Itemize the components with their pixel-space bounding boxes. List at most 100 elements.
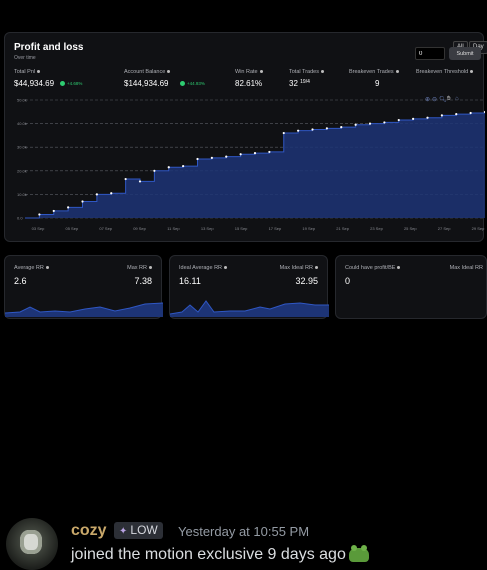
data-point [196,157,199,161]
username[interactable]: cozy [71,522,107,539]
info-icon [395,70,399,74]
total-pnl-change: +4.68% [60,81,82,87]
x-tick-label: 15 Sep [235,226,248,231]
x-tick-label: 21 Sep [336,226,349,231]
breakeven-threshold-label: Breakeven Threshold [416,69,474,75]
rr-card: Average RR Max RR 2.6 7.38 [4,255,163,319]
data-point [67,206,70,209]
rr-sparkline [5,302,163,317]
data-point [210,156,213,159]
up-icon [180,81,185,87]
data-point [95,193,98,196]
y-tick-label: 50.0k [17,98,27,103]
average-rr-label: Average RR [14,265,49,271]
max-rr-label: Max RR [127,265,152,271]
pnl-area [25,111,485,218]
info-icon [315,266,318,270]
zoom-out-icon[interactable]: ⊖ [432,97,438,103]
x-tick-label: 13 Sep [201,226,214,231]
data-point [483,110,485,114]
data-point [225,155,228,158]
home-icon[interactable]: ⌂ [455,96,459,102]
info-icon [45,266,49,270]
ideal-average-rr-label: Ideal Average RR [179,265,228,271]
ideal-average-rr-value: 16.11 [179,276,201,286]
data-point [282,131,285,135]
info-icon [224,266,228,270]
data-point [38,213,41,216]
could-have-profit-value: 0 [345,276,351,286]
x-tick-label: 09 Sep [133,226,146,231]
x-tick-label: 29 Sep [472,226,485,231]
data-point [397,118,400,122]
y-tick-label: 0.0 [17,216,23,221]
submit-button[interactable]: Submit [449,47,481,60]
card-subtitle: Over time [14,55,36,61]
total-trades-value: 32 19/4 [289,79,310,88]
data-point [124,177,127,181]
info-icon [470,70,474,74]
could-have-profit-label: Could have profit/BE [345,265,401,271]
data-point [167,166,170,169]
data-point [239,153,242,156]
x-tick-label: 11 Sep [167,226,180,231]
info-icon [167,70,171,74]
chat-message: cozy ✦ LOW Yesterday at 10:55 PM joined t… [0,510,487,570]
data-point [297,129,300,132]
account-balance-label: Account Balance [124,69,171,75]
data-point [455,113,458,116]
y-tick-label: 10.0k [17,192,27,197]
data-point [325,127,328,130]
info-icon [320,70,324,74]
data-point [182,164,185,168]
x-tick-label: 27 Sep [438,226,451,231]
win-rate-value: 82.61% [235,79,263,88]
pan-icon[interactable]: ✋︎ [447,96,451,102]
data-point [52,209,55,213]
y-tick-label: 20.0k [17,168,27,173]
ideal-rr-sparkline [170,300,329,317]
data-point [268,150,271,154]
info-icon [149,266,152,270]
data-point [412,117,415,120]
data-point [311,128,314,131]
avatar[interactable] [6,518,58,570]
could-have-profit-card: Could have profit/BE Max Ideal RR 0 [335,255,487,319]
x-tick-label: 25 Sep [404,226,417,231]
max-ideal-rr-label: Max Ideal RR [280,265,318,271]
max-rr-value: 7.38 [134,276,152,286]
x-tick-label: 07 Sep [99,226,112,231]
breakeven-trades-value: 9 [375,79,380,88]
data-point [426,116,429,119]
message-text: joined the motion exclusive 9 days ago [71,544,369,564]
y-tick-label: 40.0k [17,121,27,126]
timestamp: Yesterday at 10:55 PM [178,524,310,539]
data-point [153,169,156,172]
data-point [354,123,357,126]
pnl-chart: 50.0k 40.0k 30.0k 20.0k 10.0k 0.0 03 Sep 05 Sep… [17,98,485,231]
data-point [110,192,113,195]
data-point [469,111,472,115]
total-pnl-label: Total Pnl [14,69,41,75]
pnl-card: Profit and loss Over time All Day Total … [4,32,487,242]
data-point [81,200,84,203]
up-icon [60,81,65,87]
data-point [138,180,142,183]
breakeven-threshold-input[interactable] [415,47,445,60]
card-title: Profit and loss [14,42,84,53]
info-icon [259,70,263,74]
total-trades-label: Total Trades [289,69,324,75]
account-balance-change: +44.93% [180,81,205,87]
data-point [253,152,257,155]
breakeven-trades-label: Breakeven Trades [349,69,399,75]
frog-emoji-icon [348,544,369,562]
max-ideal-rr-label-2: Max Ideal RR [449,265,483,271]
data-point [383,121,386,124]
role-badge[interactable]: ✦ LOW [114,522,163,539]
data-point [368,122,372,125]
max-ideal-rr-value: 32.95 [295,276,318,286]
total-pnl-value: $44,934.69 [14,79,55,88]
sparkle-icon: ✦ [119,526,128,537]
data-point [440,114,443,117]
x-tick-label: 23 Sep [370,226,383,231]
